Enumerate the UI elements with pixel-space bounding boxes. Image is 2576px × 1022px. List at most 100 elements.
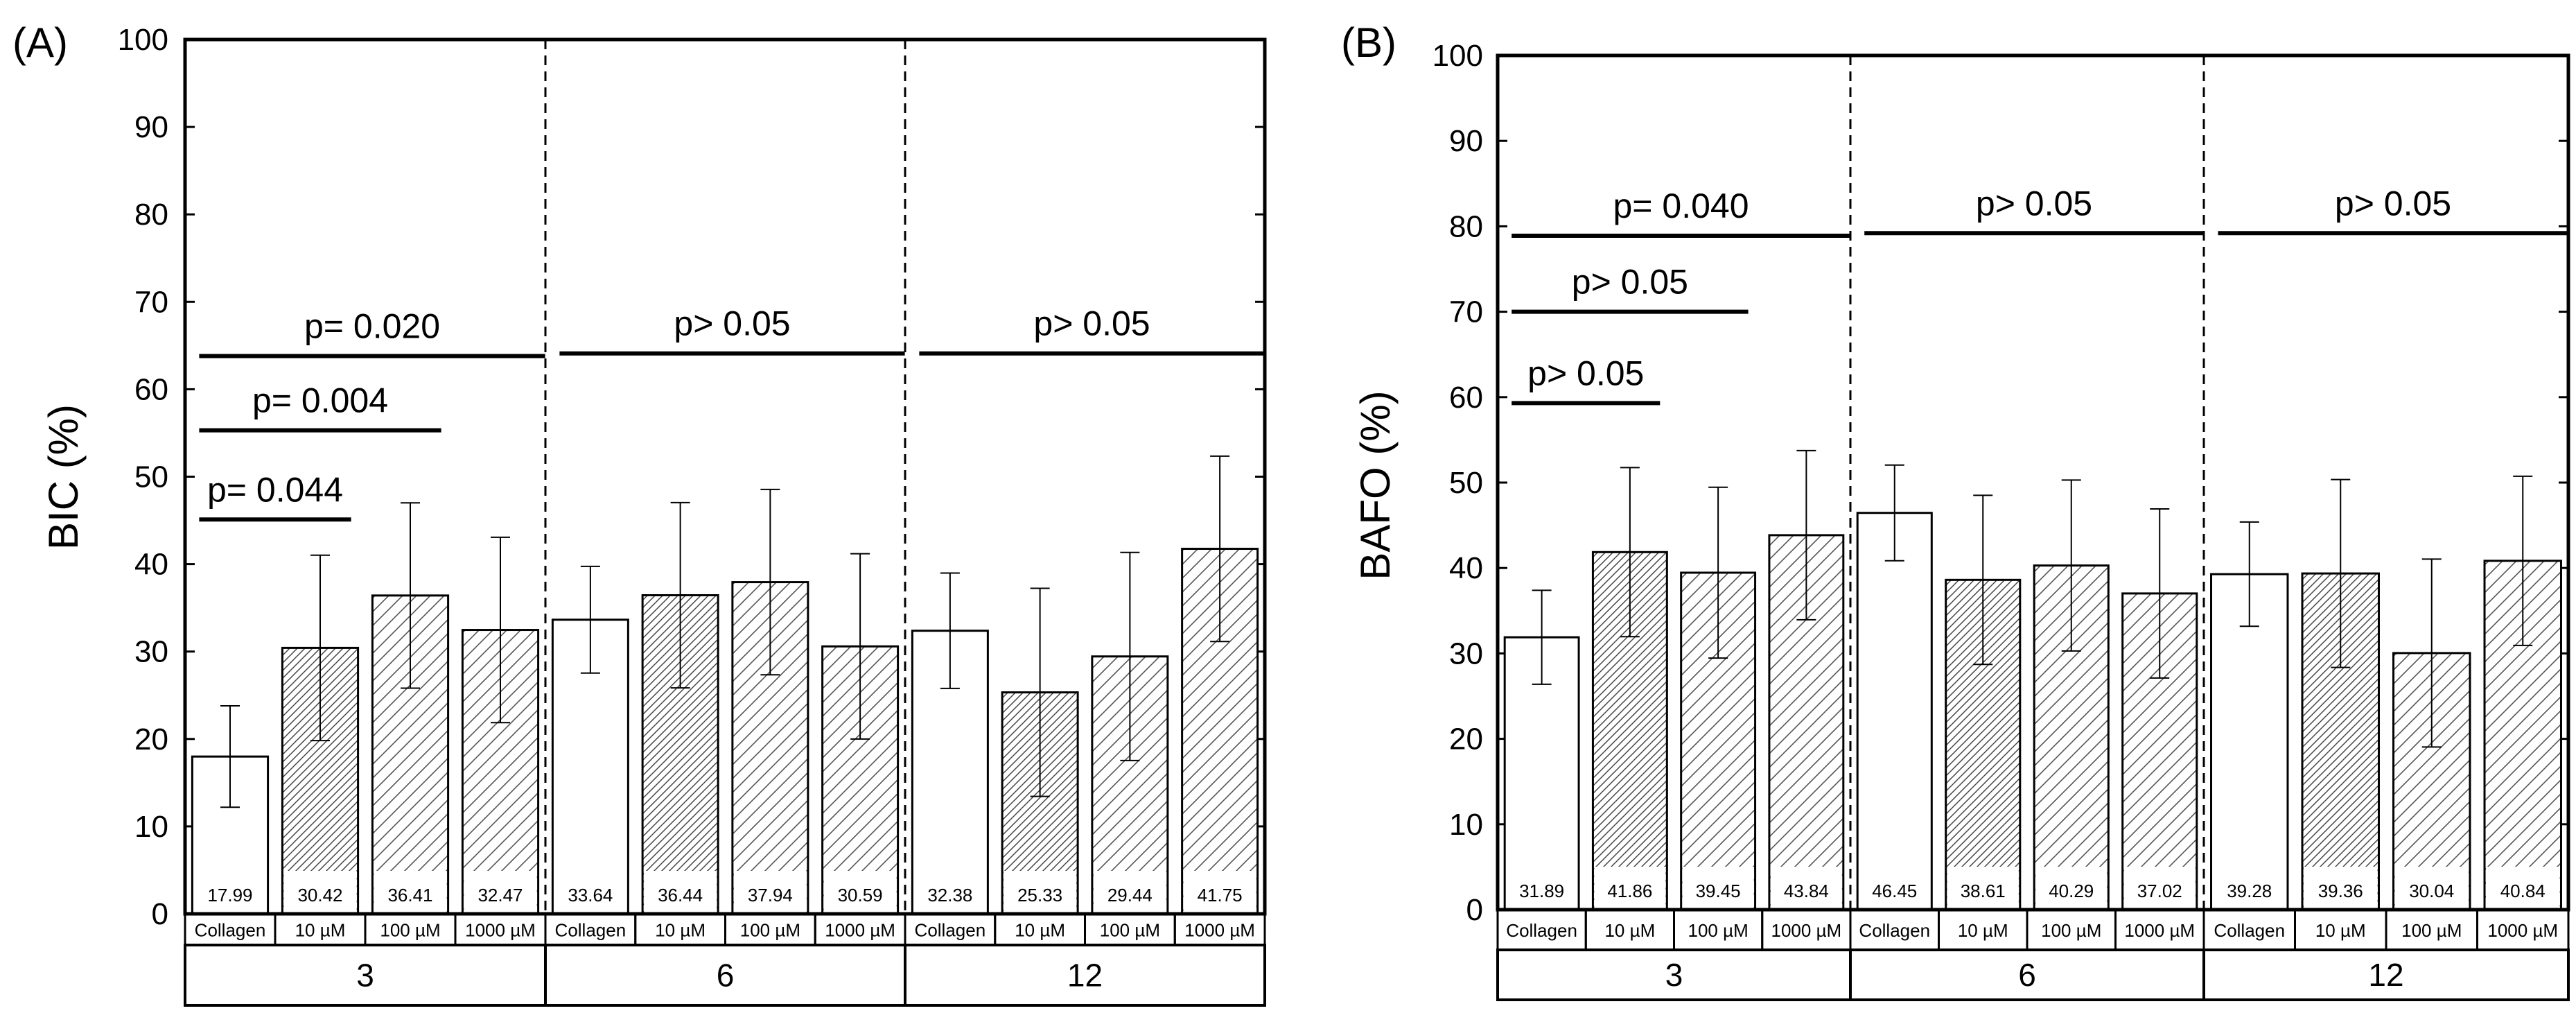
bar-value-label: 43.84 bbox=[1784, 881, 1829, 901]
y-tick-label: 40 bbox=[1449, 551, 1483, 585]
y-tick-label: 50 bbox=[134, 460, 168, 494]
bar-label-mask bbox=[733, 871, 807, 912]
y-tick-label: 10 bbox=[1449, 808, 1483, 842]
category-label: 1000 µM bbox=[1771, 920, 1842, 941]
y-tick-label: 40 bbox=[134, 548, 168, 582]
category-label: 100 µM bbox=[2041, 920, 2101, 941]
bar-label-mask bbox=[1183, 871, 1256, 912]
category-label: 100 µM bbox=[380, 920, 440, 941]
category-label: 10 µM bbox=[1015, 920, 1065, 941]
bar-value-label: 30.59 bbox=[838, 885, 883, 906]
bar-label-mask bbox=[2394, 867, 2469, 908]
category-label: 10 µM bbox=[655, 920, 706, 941]
bar-value-label: 32.47 bbox=[477, 885, 523, 906]
bar-label-mask bbox=[2486, 867, 2560, 908]
y-tick-label: 0 bbox=[1466, 893, 1483, 927]
bar-label-mask bbox=[283, 871, 357, 912]
y-tick-label: 20 bbox=[1449, 722, 1483, 756]
bar-label-mask bbox=[823, 871, 897, 912]
significance-label: p= 0.020 bbox=[304, 306, 440, 345]
significance-label: p= 0.044 bbox=[207, 470, 343, 509]
bar-value-label: 36.41 bbox=[387, 885, 432, 906]
group-label: 6 bbox=[717, 958, 735, 994]
bar-value-label: 37.94 bbox=[748, 885, 793, 906]
y-tick-label: 100 bbox=[118, 23, 168, 57]
bar-value-label: 30.42 bbox=[297, 885, 342, 906]
category-label: 10 µM bbox=[295, 920, 346, 941]
group-cell bbox=[904, 944, 1266, 1007]
group-label: 6 bbox=[2018, 957, 2036, 993]
significance-label: p> 0.05 bbox=[1527, 354, 1644, 392]
significance-label: p= 0.040 bbox=[1613, 187, 1749, 225]
bar-value-label: 46.45 bbox=[1872, 881, 1917, 901]
y-tick-label: 80 bbox=[1449, 209, 1483, 243]
bar-label-mask bbox=[1004, 871, 1077, 912]
panel-a-chart: (A) BIC (%) 0 10 20 30 40 50 60 70 80 90 100 17.99 Col… bbox=[12, 19, 1267, 1007]
y-axis-label: BAFO (%) bbox=[1352, 390, 1399, 580]
y-tick-label: 70 bbox=[134, 285, 168, 319]
y-tick-label: 80 bbox=[134, 198, 168, 232]
bar-value-label: 39.36 bbox=[2318, 881, 2363, 901]
bar-value-label: 38.61 bbox=[1961, 881, 2006, 901]
bar-label-mask bbox=[1682, 867, 1754, 908]
y-tick-label: 90 bbox=[134, 110, 168, 144]
panel-label: (A) bbox=[12, 19, 68, 66]
category-label: 10 µM bbox=[1604, 920, 1655, 941]
category-label: Collagen bbox=[1859, 920, 1930, 941]
panel-b-chart: (B) BAFO (%) 0 10 20 30 40 50 60 70 80 90 100 31.89 Co… bbox=[1341, 19, 2570, 1001]
category-label: Collagen bbox=[195, 920, 266, 941]
bar-value-label: 33.64 bbox=[568, 885, 613, 906]
significance-label: p> 0.05 bbox=[2335, 184, 2451, 223]
group-label: 12 bbox=[1067, 958, 1103, 994]
bar-value-label: 30.04 bbox=[2409, 881, 2454, 901]
bar-value-label: 32.38 bbox=[927, 885, 972, 906]
category-label: 1000 µM bbox=[465, 920, 536, 941]
bar-label-mask bbox=[644, 871, 717, 912]
bar-value-label: 31.89 bbox=[1519, 881, 1564, 901]
category-label: 100 µM bbox=[2401, 920, 2462, 941]
category-label: 10 µM bbox=[1958, 920, 2008, 941]
bar-label-mask bbox=[1093, 871, 1166, 912]
y-tick-label: 30 bbox=[134, 635, 168, 669]
panel-label: (B) bbox=[1341, 19, 1396, 66]
bar-value-label: 37.02 bbox=[2137, 881, 2182, 901]
group-label: 3 bbox=[356, 958, 374, 994]
bar-value-label: 41.86 bbox=[1607, 881, 1652, 901]
bar-value-label: 40.84 bbox=[2500, 881, 2546, 901]
category-label: Collagen bbox=[555, 920, 627, 941]
bar-label-mask bbox=[2035, 867, 2108, 908]
category-label: Collagen bbox=[2214, 920, 2285, 941]
bar-value-label: 40.29 bbox=[2049, 881, 2094, 901]
category-label: 1000 µM bbox=[2124, 920, 2195, 941]
significance-label: p= 0.004 bbox=[252, 381, 388, 420]
y-tick-label: 20 bbox=[134, 722, 168, 756]
bar-label-mask bbox=[2304, 867, 2378, 908]
y-tick-label: 90 bbox=[1449, 124, 1483, 158]
group-label: 3 bbox=[1665, 957, 1683, 993]
y-tick-label: 60 bbox=[134, 372, 168, 406]
bar-label-mask bbox=[1770, 867, 1842, 908]
bar-label-mask bbox=[2123, 867, 2196, 908]
bar-value-label: 25.33 bbox=[1017, 885, 1062, 906]
category-label: 100 µM bbox=[740, 920, 800, 941]
y-tick-label: 0 bbox=[152, 897, 168, 931]
y-tick-label: 10 bbox=[134, 810, 168, 844]
significance-label: p> 0.05 bbox=[674, 304, 790, 343]
bar-label-mask bbox=[374, 871, 447, 912]
y-tick-label: 50 bbox=[1449, 466, 1483, 500]
category-label: 1000 µM bbox=[825, 920, 895, 941]
bar-value-label: 36.44 bbox=[658, 885, 703, 906]
plot-frame bbox=[1496, 53, 2570, 912]
bar-label-mask bbox=[1594, 867, 1666, 908]
significance-label: p> 0.05 bbox=[1572, 263, 1688, 302]
plot-frame bbox=[183, 37, 1267, 916]
bar-value-label: 41.75 bbox=[1198, 885, 1243, 906]
category-label: 100 µM bbox=[1100, 920, 1160, 941]
group-label: 12 bbox=[2368, 957, 2403, 993]
bar bbox=[1856, 512, 1933, 911]
significance-label: p> 0.05 bbox=[1976, 184, 2092, 223]
y-tick-label: 60 bbox=[1449, 381, 1483, 415]
bar-value-label: 39.45 bbox=[1696, 881, 1741, 901]
category-label: 100 µM bbox=[1688, 920, 1749, 941]
category-label: Collagen bbox=[1506, 920, 1577, 941]
